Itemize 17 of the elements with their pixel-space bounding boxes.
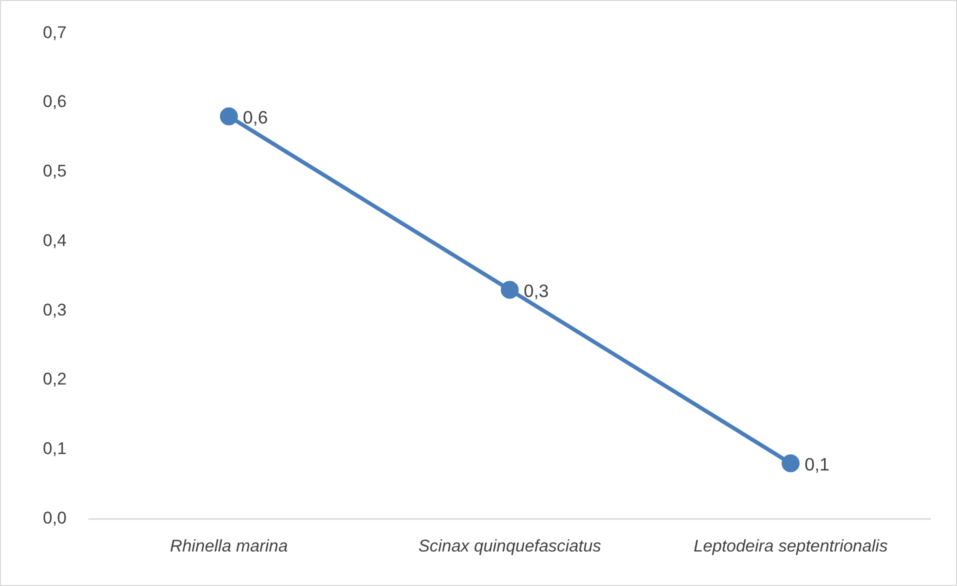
data-label: 0,3 [524, 280, 549, 301]
y-tick-label: 0,1 [42, 439, 66, 458]
x-tick-label: Scinax quinquefasciatus [418, 536, 602, 556]
data-label: 0,1 [804, 454, 830, 474]
y-tick-label: 0,7 [42, 22, 66, 42]
point [220, 107, 238, 126]
x-tick-label: Rhinella marina [170, 536, 288, 556]
y-tick-label: 0,6 [42, 92, 66, 112]
x-tick-label: Leptodeira septentrionalis [694, 536, 888, 556]
point [782, 454, 800, 472]
y-tick-label: 0,2 [42, 370, 66, 389]
y-tick-label: 0,5 [42, 162, 66, 181]
y-tick-label: 0,4 [42, 230, 66, 250]
point [500, 280, 519, 299]
y-tick-label: 0,0 [42, 508, 66, 528]
data-label: 0,6 [242, 107, 268, 128]
y-tick-label: 0,3 [42, 300, 66, 320]
